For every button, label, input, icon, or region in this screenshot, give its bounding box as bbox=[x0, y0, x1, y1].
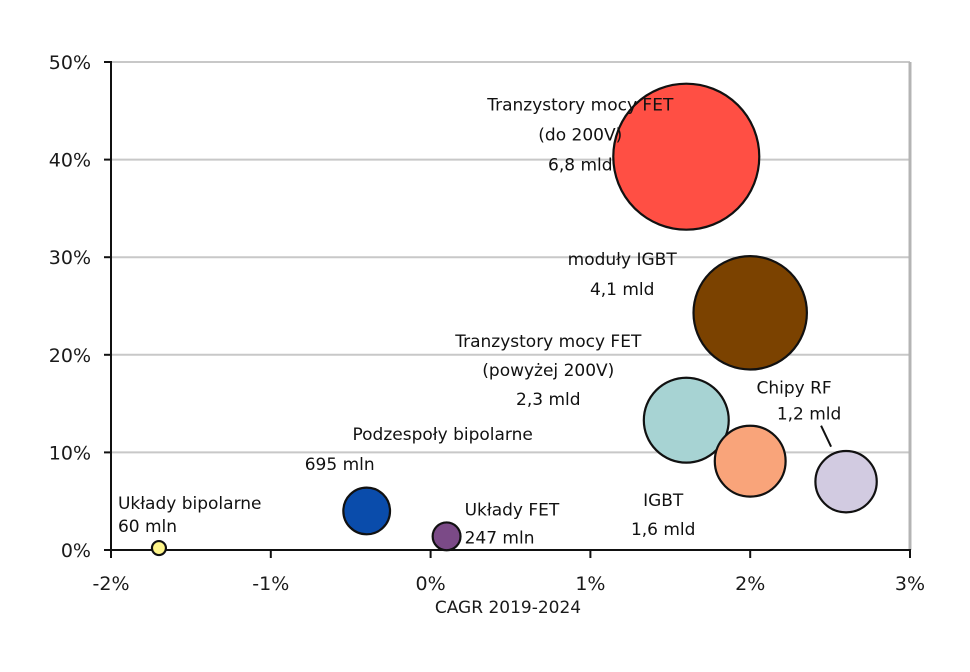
bubble-name-label: Układy bipolarne bbox=[118, 494, 262, 514]
bubble-6 bbox=[342, 486, 392, 536]
bubble-size-label: 6,8 mld bbox=[548, 156, 613, 176]
leader-line bbox=[820, 425, 832, 448]
x-tick-label: 0% bbox=[416, 573, 446, 595]
bubble-name-label: (powyżej 200V) bbox=[482, 361, 614, 381]
plot-frame bbox=[105, 61, 912, 551]
bubble-4 bbox=[713, 424, 787, 498]
tick-labels: 0% 10% 20% 30% 40% 50% -2% -1% 0% 1% 2% 3% bbox=[49, 52, 925, 595]
bubble-1 bbox=[612, 82, 761, 231]
x-tick-label: 1% bbox=[575, 573, 605, 595]
y-tick-label: 50% bbox=[49, 52, 91, 74]
bubble-size-label: 1,6 mld bbox=[631, 520, 696, 540]
bubble-size-label: 2,3 mld bbox=[516, 390, 581, 410]
bubble-3 bbox=[642, 376, 730, 464]
bubble-7 bbox=[431, 521, 462, 552]
bubble-name-label: IGBT bbox=[643, 491, 684, 511]
x-tick-label: -1% bbox=[252, 573, 289, 595]
bubble-5 bbox=[814, 449, 878, 514]
bubble-name-label: moduły IGBT bbox=[568, 250, 678, 270]
bubble-size-label: 1,2 mld bbox=[777, 405, 842, 425]
bubble-8 bbox=[150, 539, 168, 557]
bubbles bbox=[150, 82, 878, 557]
bubble-labels: Tranzystory mocy FET (do 200V) 6,8 mld modu… bbox=[118, 96, 841, 549]
bubble-name-label: Tranzystory mocy FET bbox=[454, 332, 642, 352]
y-tick-label: 0% bbox=[61, 540, 91, 562]
bubble-size-label: 60 mln bbox=[118, 517, 177, 537]
bubble-name-label: Podzespoły bipolarne bbox=[353, 425, 533, 445]
bubble-name-label: Chipy RF bbox=[756, 379, 831, 399]
bubble-name-label: (do 200V) bbox=[538, 126, 622, 146]
x-tick-label: 2% bbox=[735, 573, 765, 595]
x-tick-label: -2% bbox=[93, 573, 130, 595]
bubble-name-label: Tranzystory mocy FET bbox=[486, 96, 674, 116]
bubble-size-label: 695 mln bbox=[305, 455, 375, 475]
y-tick-label: 40% bbox=[49, 150, 91, 172]
y-tick-label: 30% bbox=[49, 247, 91, 269]
bubble-size-label: 247 mln bbox=[465, 528, 535, 548]
bubble-size-label: 4,1 mld bbox=[590, 280, 655, 300]
y-tick-label: 20% bbox=[49, 345, 91, 367]
bubble-name-label: Układy FET bbox=[465, 500, 560, 520]
x-tick-label: 3% bbox=[895, 573, 925, 595]
x-axis-title: CAGR 2019-2024 bbox=[435, 598, 581, 618]
y-tick-label: 10% bbox=[49, 442, 91, 464]
bubble-2 bbox=[692, 255, 808, 371]
